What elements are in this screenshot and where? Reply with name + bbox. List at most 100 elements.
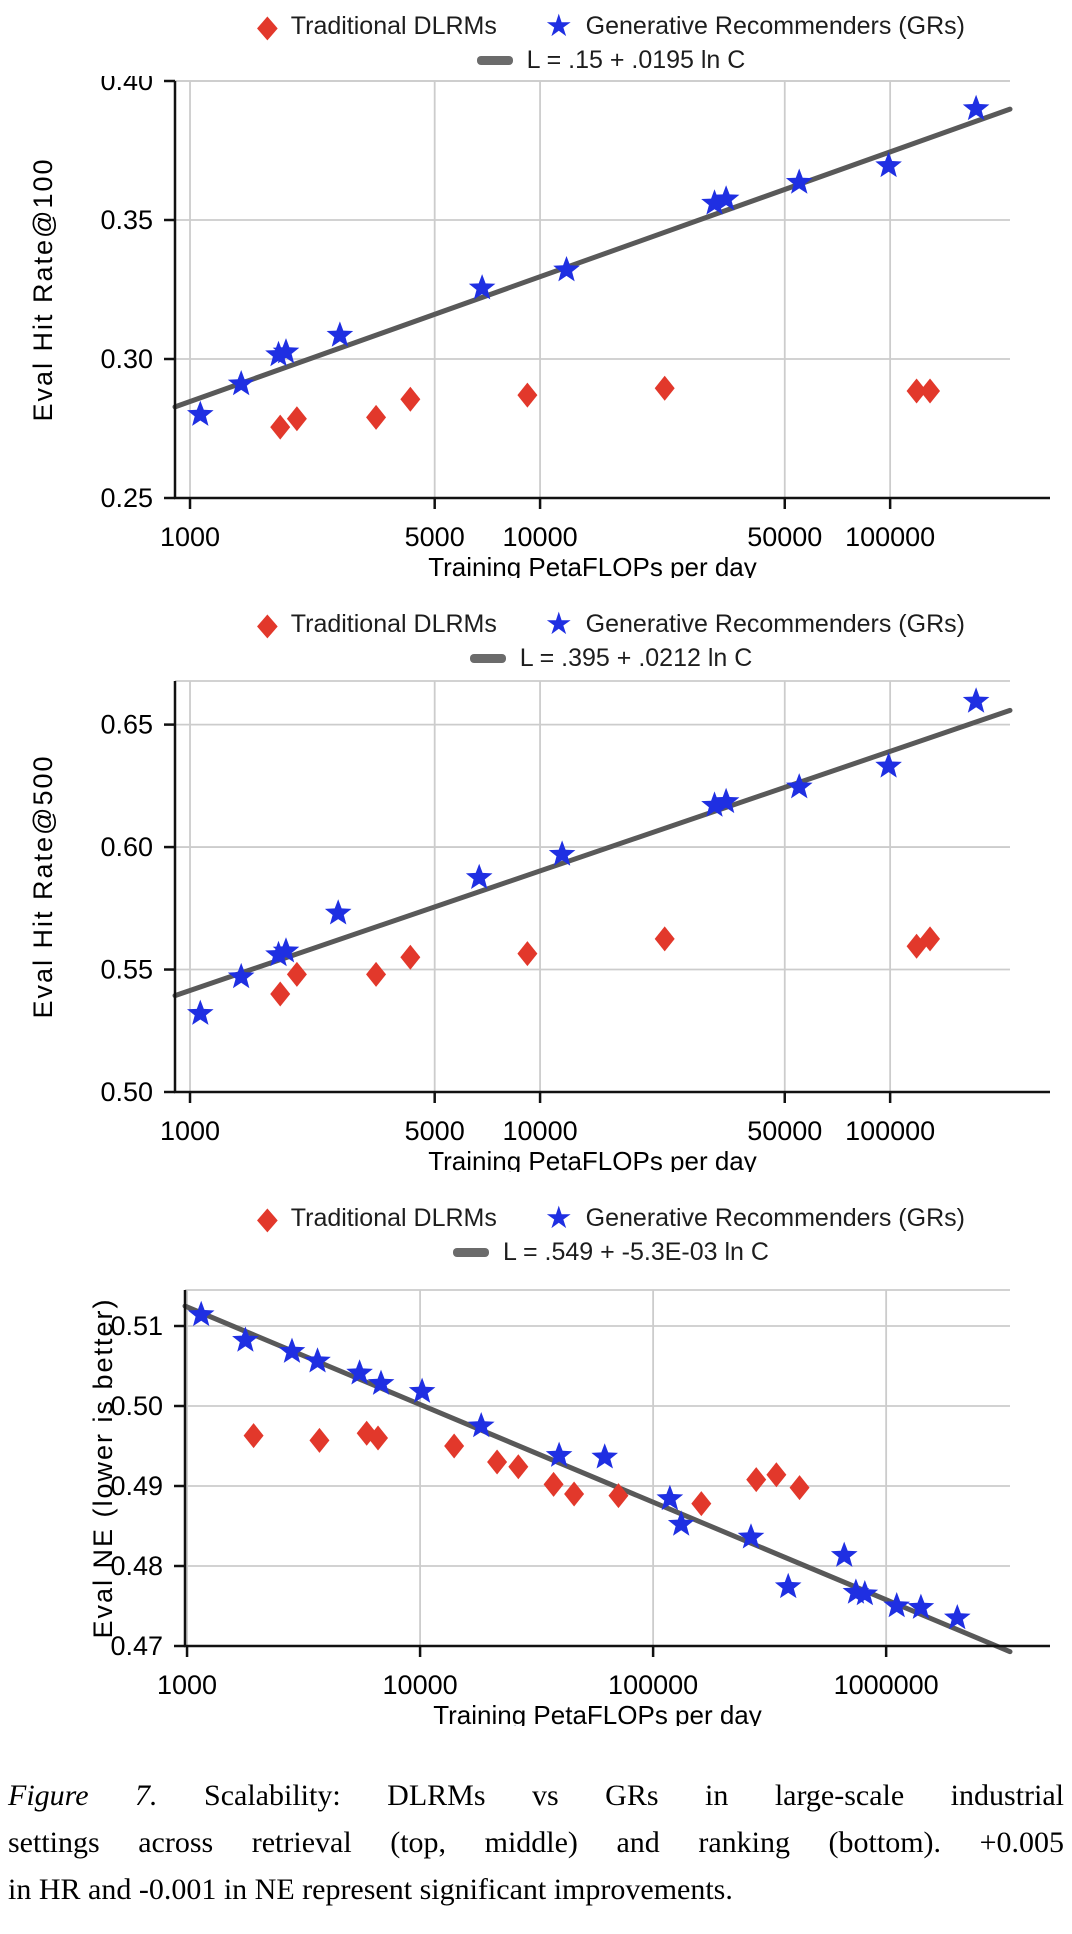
- gr-point: [785, 168, 813, 194]
- gr-point: [962, 687, 990, 713]
- y-tick-label: 0.55: [100, 955, 153, 985]
- gr-point: [304, 1347, 331, 1373]
- gr-point: [785, 773, 813, 799]
- gr-point: [545, 1441, 573, 1467]
- gr-point: [272, 937, 300, 963]
- x-tick-label: 5000: [405, 522, 465, 552]
- x-tick-label: 100000: [845, 1116, 935, 1146]
- y-axis-title: Eval NE (lower is better): [88, 1297, 118, 1638]
- x-tick-label: 5000: [405, 1116, 465, 1146]
- dlrm-point: [746, 1467, 767, 1493]
- gr-star-icon: ★: [544, 7, 573, 44]
- gr-point: [346, 1359, 373, 1385]
- gr-point: [548, 840, 576, 866]
- dlrm-point: [608, 1483, 629, 1509]
- gr-point: [553, 256, 580, 282]
- gr-point: [875, 151, 902, 178]
- gr-point: [278, 1337, 306, 1363]
- gr-star-icon: ★: [544, 1199, 573, 1236]
- x-tick-label: 10000: [503, 522, 578, 552]
- ne-chart: 0.47 0.48 0.49 0.50 0.51 1000 10000 100000 10000…: [88, 1289, 1050, 1726]
- dlrm-point: [906, 378, 927, 404]
- dlrm-point: [920, 926, 941, 952]
- dlrm-point: [920, 378, 941, 404]
- legend-item-gr: ★ Generative Recommenders (GRs): [544, 605, 965, 642]
- legend-label-gr: Generative Recommenders (GRs): [585, 609, 965, 638]
- dlrm-point: [366, 961, 387, 987]
- gr-point: [701, 791, 728, 817]
- x-tick-label: 1000: [157, 1670, 217, 1700]
- dlrm-point: [789, 1475, 810, 1501]
- caption-line-1: Figure 7. Scalability: DLRMs vs GRs in l…: [8, 1772, 1064, 1819]
- legend-item-gr: ★ Generative Recommenders (GRs): [544, 1199, 965, 1236]
- legend-item-gr: ★ Generative Recommenders (GRs): [544, 7, 965, 44]
- dlrm-diamond-icon: ◆: [257, 8, 278, 44]
- legend-label-gr: Generative Recommenders (GRs): [585, 11, 965, 40]
- dlrm-point: [270, 981, 291, 1007]
- dlrm-point: [368, 1425, 389, 1451]
- dlrm-point: [487, 1449, 508, 1475]
- x-tick-label: 1000000: [834, 1670, 939, 1700]
- chart-panel-ne: ◆ Traditional DLRMs ★ Generative Recomme…: [0, 1200, 1072, 1726]
- dlrm-point: [766, 1462, 787, 1488]
- dlrm-point: [654, 926, 675, 952]
- fit-line-icon: [476, 55, 513, 65]
- gr-point: [656, 1484, 684, 1511]
- fit-line: [172, 707, 1013, 999]
- y-tick-label: 0.65: [100, 710, 153, 740]
- legend-hr100: ◆ Traditional DLRMs ★ Generative Recomme…: [0, 8, 1072, 44]
- fit-line-icon: [469, 653, 506, 663]
- x-axis-title: Training PetaFLOPs per day: [428, 552, 757, 578]
- x-tick-label: 100000: [608, 1670, 698, 1700]
- gr-point: [712, 185, 740, 211]
- dlrm-point: [517, 382, 538, 408]
- legend-item-dlrm: ◆ Traditional DLRMs: [257, 1202, 497, 1233]
- dlrm-point: [366, 404, 387, 430]
- x-axis-title: Training PetaFLOPs per day: [428, 1146, 757, 1172]
- y-axis-title: Eval Hit Rate@500: [28, 754, 58, 1018]
- dlrm-point: [286, 961, 307, 987]
- y-tick-label: 0.48: [110, 1551, 163, 1581]
- gr-point: [737, 1523, 765, 1549]
- fit-legend-ne: L = .549 + -5.3E-03 ln C: [0, 1236, 1072, 1268]
- dlrm-point: [543, 1471, 564, 1497]
- y-tick-label: 0.49: [110, 1471, 163, 1501]
- dlrm-point: [243, 1423, 264, 1449]
- hr100-chart: 0.25 0.30 0.35 0.40 1000 5000 10000 50000 100000…: [28, 76, 1050, 578]
- legend-hr500: ◆ Traditional DLRMs ★ Generative Recomme…: [0, 606, 1072, 642]
- y-tick-label: 0.60: [100, 832, 153, 862]
- legend-label-dlrm: Traditional DLRMs: [290, 609, 497, 638]
- gr-point: [265, 340, 292, 367]
- y-tick-label: 0.51: [110, 1311, 163, 1341]
- y-tick-label: 0.50: [100, 1077, 153, 1107]
- y-axis-title: Eval Hit Rate@100: [28, 157, 58, 421]
- caption-line-3: in HR and -0.001 in NE represent signifi…: [8, 1873, 733, 1906]
- dlrm-point: [400, 386, 421, 412]
- gr-point: [667, 1510, 695, 1536]
- legend-item-dlrm: ◆ Traditional DLRMs: [257, 608, 497, 639]
- x-tick-label: 100000: [845, 522, 935, 552]
- legend-label-gr: Generative Recommenders (GRs): [585, 1203, 965, 1232]
- y-tick-label: 0.30: [100, 344, 153, 374]
- dlrm-point: [309, 1427, 330, 1453]
- x-tick-label: 1000: [160, 1116, 220, 1146]
- fit-line-icon: [453, 1247, 490, 1257]
- gr-point: [467, 1412, 495, 1438]
- gr-point: [851, 1580, 879, 1606]
- dlrm-point: [286, 406, 307, 432]
- gr-point: [701, 189, 728, 215]
- gr-point: [591, 1443, 618, 1469]
- caption-line-1-text: Scalability: DLRMs vs GRs in large-scale…: [204, 1779, 1065, 1812]
- caption-line-2: settings across retrieval (top, middle) …: [8, 1826, 1064, 1859]
- y-tick-label: 0.35: [100, 205, 153, 235]
- y-tick-label: 0.40: [100, 76, 153, 96]
- gr-point: [227, 370, 255, 396]
- fit-equation-ne: L = .549 + -5.3E-03 ln C: [503, 1237, 769, 1266]
- fit-line: [172, 106, 1013, 410]
- y-tick-label: 0.50: [110, 1391, 163, 1421]
- gr-star-icon: ★: [544, 605, 573, 642]
- chart-panel-hr500: ◆ Traditional DLRMs ★ Generative Recomme…: [0, 606, 1072, 1172]
- hr500-chart: 0.50 0.55 0.60 0.65 1000 5000 10000 50000 100000…: [28, 680, 1050, 1172]
- gr-point: [465, 863, 493, 889]
